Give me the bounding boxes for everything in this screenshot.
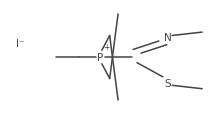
Text: I⁻: I⁻: [16, 39, 24, 49]
Text: P: P: [97, 53, 103, 62]
Text: +: +: [103, 43, 110, 52]
Text: N: N: [164, 32, 171, 42]
Text: S: S: [164, 78, 171, 88]
